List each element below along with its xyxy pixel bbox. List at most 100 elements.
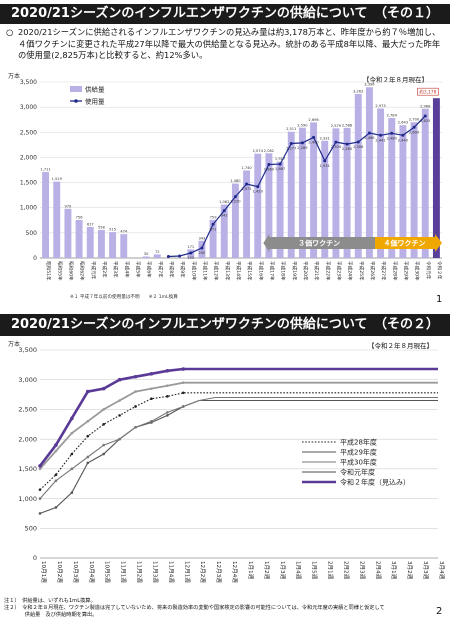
series-point xyxy=(102,422,105,426)
x-tick-label: 平成12年 xyxy=(213,261,220,281)
note-1: 注１） 供給量は、いずれも1mL換算。 xyxy=(4,598,96,604)
usage-value-label: 1,867 xyxy=(275,167,285,171)
series-point xyxy=(117,377,122,382)
usage-point xyxy=(200,246,204,250)
x-tick-label: 1月3週 xyxy=(279,561,287,580)
usage-point xyxy=(211,222,215,226)
bullet: ○ xyxy=(6,27,14,37)
legend-label: 令和２年度（見込み） xyxy=(340,478,410,487)
series-point xyxy=(38,488,42,491)
series-point xyxy=(101,386,106,391)
usage-point xyxy=(334,140,338,144)
series-point xyxy=(150,397,153,401)
usage-value-label: 942 xyxy=(221,214,228,218)
quadrivalent-arrow xyxy=(375,234,442,252)
x-tick-label: 10月1週 xyxy=(40,561,48,583)
supply-value-label: 756 xyxy=(76,215,84,219)
trivalent-label: ３価ワクチン xyxy=(298,239,340,248)
series-point xyxy=(166,395,169,398)
usage-point xyxy=(423,114,427,118)
x-tick-label: 平成19年 xyxy=(291,261,298,281)
supply-value-label: 3,262 xyxy=(353,89,363,93)
x-tick-label: 2月2週 xyxy=(342,561,350,580)
supply-bar xyxy=(287,131,295,258)
supply-value-label: 474 xyxy=(120,230,128,234)
legend-swatch-supply xyxy=(70,86,82,92)
supply-bar xyxy=(209,219,217,258)
series-r2-line xyxy=(38,367,438,467)
x-tick-label: 平成30年 xyxy=(414,261,421,281)
supply-value-label: 2,588 xyxy=(342,123,353,127)
x-tick-label: 平成元年 xyxy=(90,261,97,280)
x-tick-label: 11月1週 xyxy=(120,561,128,583)
series-point xyxy=(54,479,58,483)
supply-value-label: 1,917 xyxy=(275,157,285,161)
supply-bar xyxy=(220,204,228,258)
x-tick-label: 平成15年 xyxy=(246,261,253,281)
x-tick-label: 2月4週 xyxy=(374,561,382,580)
slide1-intro: ○ 2020/21シーズンに供給されるインフルエンザワクチンの見込み量は約3,1… xyxy=(6,27,444,62)
usage-point xyxy=(367,131,371,135)
x-tick-label: 昭和60年 xyxy=(68,261,75,281)
supply-bar xyxy=(243,170,251,258)
series-point xyxy=(118,437,121,441)
series-h29-line xyxy=(39,399,438,514)
series-point xyxy=(134,405,137,408)
supply-value-label: 2,968 xyxy=(420,104,431,108)
x-tick-label: 10月3週 xyxy=(72,561,80,583)
y-tick-label: 500 xyxy=(25,524,37,532)
series-point xyxy=(70,452,74,456)
usage-value-label: 2,277 xyxy=(286,146,296,150)
supply-value-label: 1,519 xyxy=(52,177,63,181)
legend-marker-usage xyxy=(74,99,78,103)
series-point xyxy=(86,434,90,438)
x-tick-label: 昭和62年 xyxy=(79,261,86,281)
note-3: 供給量 及び供給時期を算出。 xyxy=(4,612,98,618)
x-tick-label: 平成26年 xyxy=(369,261,376,281)
x-tick-label: 昭和55年 xyxy=(56,261,63,281)
supply-bar xyxy=(265,153,273,258)
x-tick-label: 平成29年 xyxy=(403,261,410,281)
series-point xyxy=(134,425,137,429)
x-tick-label: 平成3年 xyxy=(112,261,119,278)
usage-value-label: 1,931 xyxy=(320,164,330,168)
series-point xyxy=(86,455,90,459)
y-tick-label: 2,500 xyxy=(18,406,37,414)
supply-value-label: 2,590 xyxy=(297,123,308,127)
supply-bar xyxy=(310,122,318,258)
x-tick-label: 平成28年 xyxy=(391,261,398,281)
series-point xyxy=(181,391,185,395)
x-tick-label: 平成23年 xyxy=(336,261,343,281)
x-tick-label: 3月2週 xyxy=(406,561,414,580)
usage-point xyxy=(345,142,349,146)
slide1-title: 2020/21シーズンのインフルエンザワクチンの供給について （その１） xyxy=(0,4,450,24)
usage-value-label: 2,400 xyxy=(308,140,319,144)
supply-value-label: 617 xyxy=(87,222,94,226)
usage-value-label: 671 xyxy=(210,227,217,231)
series-point xyxy=(54,506,58,509)
supply-value-label: 2,696 xyxy=(308,118,319,122)
usage-point xyxy=(356,140,360,144)
supply-bar-chart: 万本 0 500 1,000 1,500 2,000 2,500 3,000 3,500 供給量使… xyxy=(8,72,443,300)
highlight-value-label: 約3,178 xyxy=(419,89,436,96)
usage-point xyxy=(278,162,282,166)
y-axis-unit: 万本 xyxy=(8,340,20,348)
series-point xyxy=(54,449,58,453)
y-tick-label: 3,000 xyxy=(20,104,37,111)
x-tick-label: 1月2週 xyxy=(263,561,271,580)
page-number-1: 1 xyxy=(436,294,443,305)
usage-point xyxy=(312,135,316,139)
supply-value-label: 2,643 xyxy=(398,121,408,125)
x-tick-label: 10月5週 xyxy=(104,561,112,583)
x-tick-label: 10月2週 xyxy=(56,561,64,583)
supply-bar xyxy=(153,254,161,258)
usage-point xyxy=(390,131,394,135)
series-point xyxy=(38,512,42,515)
supply-bar xyxy=(64,208,72,258)
usage-point xyxy=(412,125,416,129)
usage-point xyxy=(178,254,182,258)
usage-point xyxy=(256,185,260,189)
x-tick-label: 平成24年 xyxy=(347,261,354,281)
series-point xyxy=(54,443,58,447)
x-tick-label: 平成8年 xyxy=(168,261,175,278)
